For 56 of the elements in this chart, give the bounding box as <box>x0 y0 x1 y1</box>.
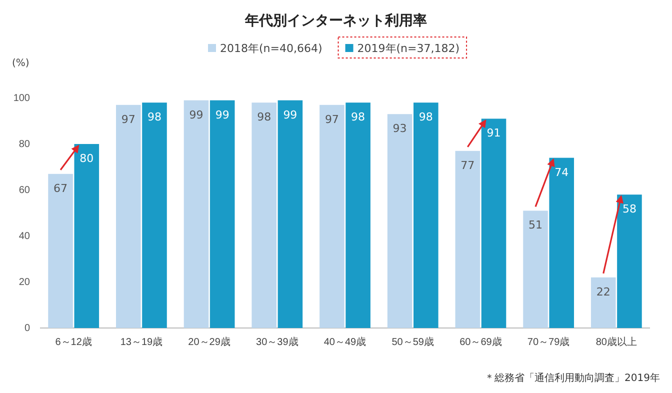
bar <box>252 102 276 328</box>
data-label: 77 <box>460 158 475 172</box>
x-tick-label: 6～12歳 <box>55 336 92 348</box>
data-label: 67 <box>54 182 68 195</box>
bar <box>549 158 574 328</box>
x-tick-label: 13～19歳 <box>120 336 163 348</box>
data-label: 98 <box>147 110 162 124</box>
data-label: 97 <box>324 112 339 126</box>
x-tick-label: 50～59歳 <box>392 336 434 348</box>
text: ＊総務省「通信利用動向調査」2019年 <box>484 372 660 384</box>
x-tick-label: 60～69歳 <box>460 336 502 348</box>
x-tick-label: 40～49歳 <box>324 336 366 348</box>
data-label: 58 <box>622 202 636 216</box>
bar <box>74 144 100 328</box>
bar <box>455 150 480 328</box>
bar <box>184 100 209 328</box>
bar <box>481 118 506 328</box>
chart-title: 年代別インターネット利用率 <box>244 12 427 29</box>
legend-label: 2018年(n=40,664) <box>220 42 322 55</box>
bar <box>590 277 616 328</box>
data-label: 74 <box>554 166 569 179</box>
bar <box>617 194 642 328</box>
data-label: 98 <box>351 110 366 124</box>
data-label: 22 <box>596 285 610 298</box>
data-label: 91 <box>486 126 501 140</box>
bar <box>523 210 548 328</box>
data-label: 98 <box>257 110 272 124</box>
x-tick-label: 30～39歳 <box>256 336 298 348</box>
data-label: 80 <box>80 152 94 165</box>
legend-label: 2019年(n=37,182) <box>357 42 460 55</box>
data-label: 51 <box>528 218 543 232</box>
data-label: 93 <box>392 122 407 136</box>
bar <box>142 102 167 328</box>
y-tick-label: 0 <box>24 323 30 334</box>
bar <box>48 174 73 328</box>
data-label: 99 <box>215 108 230 122</box>
data-label: 98 <box>418 110 433 124</box>
bar <box>414 102 438 328</box>
bar <box>278 100 303 328</box>
bar <box>320 104 344 328</box>
y-tick-label: 80 <box>18 139 30 150</box>
bar <box>116 104 141 328</box>
data-label: 97 <box>121 112 136 126</box>
x-tick-label: 20～29歳 <box>188 336 230 348</box>
bar <box>210 100 235 328</box>
y-tick-label: 100 <box>13 93 30 104</box>
y-tick-label: 40 <box>18 231 30 242</box>
x-tick-label: 80歳以上 <box>596 336 637 348</box>
x-tick-label: 70～79歳 <box>527 336 570 348</box>
bar <box>387 114 412 328</box>
data-label: 99 <box>283 108 298 122</box>
y-tick-label: 60 <box>18 185 30 196</box>
y-axis-title: (%) <box>12 58 30 69</box>
bar <box>346 102 370 328</box>
y-tick-label: 20 <box>18 277 30 288</box>
data-label: 99 <box>189 108 204 122</box>
